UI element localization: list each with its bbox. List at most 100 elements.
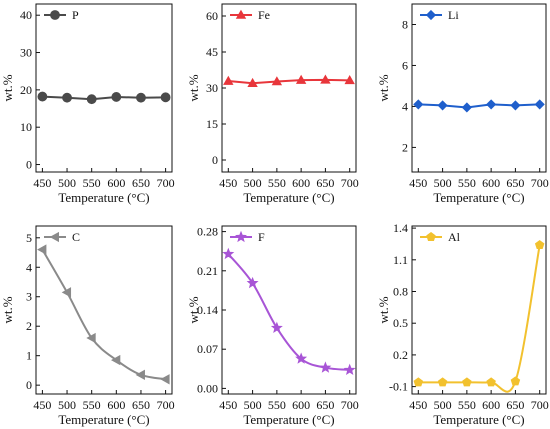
series-line-al [418,244,541,393]
data-point [461,102,472,113]
legend-label: P [72,8,79,22]
y-tick-label: 2 [26,319,32,333]
legend-marker [425,9,437,21]
y-tick-label: 0.2 [393,348,408,362]
y-tick-label: 10 [20,120,32,134]
data-point [222,247,235,260]
x-tick-label: 500 [58,398,76,412]
y-tick-label: 60 [206,9,218,23]
plot-frame [35,3,173,173]
y-tick-label: 1.1 [393,253,408,267]
y-tick-label: 0 [26,158,32,172]
data-point [320,74,331,84]
data-point [86,332,96,344]
x-tick-label: 600 [482,176,500,190]
y-tick-label: 1 [26,349,32,363]
y-axis-title: wt.% [0,74,15,101]
x-tick-label: 450 [409,398,427,412]
y-tick-label: -0.1 [389,380,408,394]
data-point [111,92,122,102]
x-tick-label: 700 [531,176,549,190]
data-point [295,74,307,84]
x-tick-label: 450 [33,398,51,412]
data-point [534,99,545,110]
x-tick-label: 700 [157,176,175,190]
x-tick-label: 700 [341,398,359,412]
x-tick-label: 600 [107,176,125,190]
y-tick-label: 3 [26,290,32,304]
data-point [486,377,496,387]
x-axis-title: Temperature (°C) [243,412,334,427]
y-axis-title: wt.% [376,296,391,323]
y-tick-label: 1.4 [393,221,408,235]
x-tick-label: 600 [292,176,310,190]
data-point [135,369,145,381]
x-axis-title: Temperature (°C) [433,190,524,205]
data-point [110,354,121,366]
y-axis-title: wt.% [186,296,201,323]
y-tick-label: 15 [206,117,218,131]
y-axis-title: wt.% [376,74,391,101]
data-point [86,94,97,105]
x-tick-label: 700 [341,176,359,190]
series-line-p [42,95,166,101]
x-tick-label: 650 [506,398,524,412]
data-point [510,376,521,386]
x-axis-title: Temperature (°C) [58,190,149,205]
data-point [319,361,332,373]
data-point [160,374,170,385]
y-tick-label: 6 [402,58,408,72]
y-tick-label: 30 [20,46,32,60]
legend-label: F [258,230,265,244]
series-line-f [227,253,350,371]
x-tick-label: 500 [58,176,76,190]
x-tick-label: 650 [506,176,524,190]
y-tick-label: 0.14 [197,303,218,317]
panel-c: 0 1 2 3 4 5 450 500 550 600 650 700 Temperature (°C)… [0,225,175,427]
x-tick-label: 450 [219,398,237,412]
data-point [462,377,472,387]
data-point [271,76,283,86]
data-point [510,100,521,111]
y-tick-label: 30 [206,81,218,95]
y-tick-label: 0.8 [393,285,408,299]
y-tick-label: 8 [402,17,408,31]
x-tick-label: 600 [107,398,125,412]
data-point [37,91,48,102]
x-tick-label: 500 [434,176,452,190]
data-point [295,352,308,364]
y-tick-label: 0.00 [197,381,218,395]
y-tick-label: 4 [26,260,32,274]
y-tick-label: 20 [20,83,32,97]
x-tick-label: 700 [531,398,549,412]
panel-p: 0 10 20 30 40 450 500 550 600 650 700 Temperature (… [0,3,175,205]
y-tick-label: 40 [20,8,32,22]
legend-marker [50,10,60,20]
data-point [62,92,72,103]
data-point [61,287,72,298]
x-tick-label: 600 [482,398,500,412]
data-point [160,92,171,103]
panel-al: -0.1 0.2 0.5 0.8 1.1 1.4 450 500 550 600 650 700 Tem… [376,221,549,427]
x-tick-label: 500 [244,398,262,412]
y-tick-label: 0.07 [197,342,218,356]
data-point [223,75,234,85]
data-point [437,377,448,387]
x-tick-label: 650 [132,398,150,412]
data-point [343,363,356,375]
x-axis-title: Temperature (°C) [58,412,149,427]
legend-label: Al [448,230,461,244]
y-axis-title: wt.% [186,74,201,101]
panel-fe: 0 15 30 45 60 450 500 550 600 650 700 Temperature (… [186,3,359,205]
data-point [37,244,47,255]
x-tick-label: 650 [316,176,334,190]
data-point [270,321,283,333]
legend-label: C [72,230,80,244]
y-tick-label: 5 [26,231,32,245]
data-point [413,377,424,387]
legend-label: Li [448,8,459,22]
legend-marker [235,230,247,243]
legend-label: Fe [258,8,270,22]
x-axis-title: Temperature (°C) [243,190,334,205]
